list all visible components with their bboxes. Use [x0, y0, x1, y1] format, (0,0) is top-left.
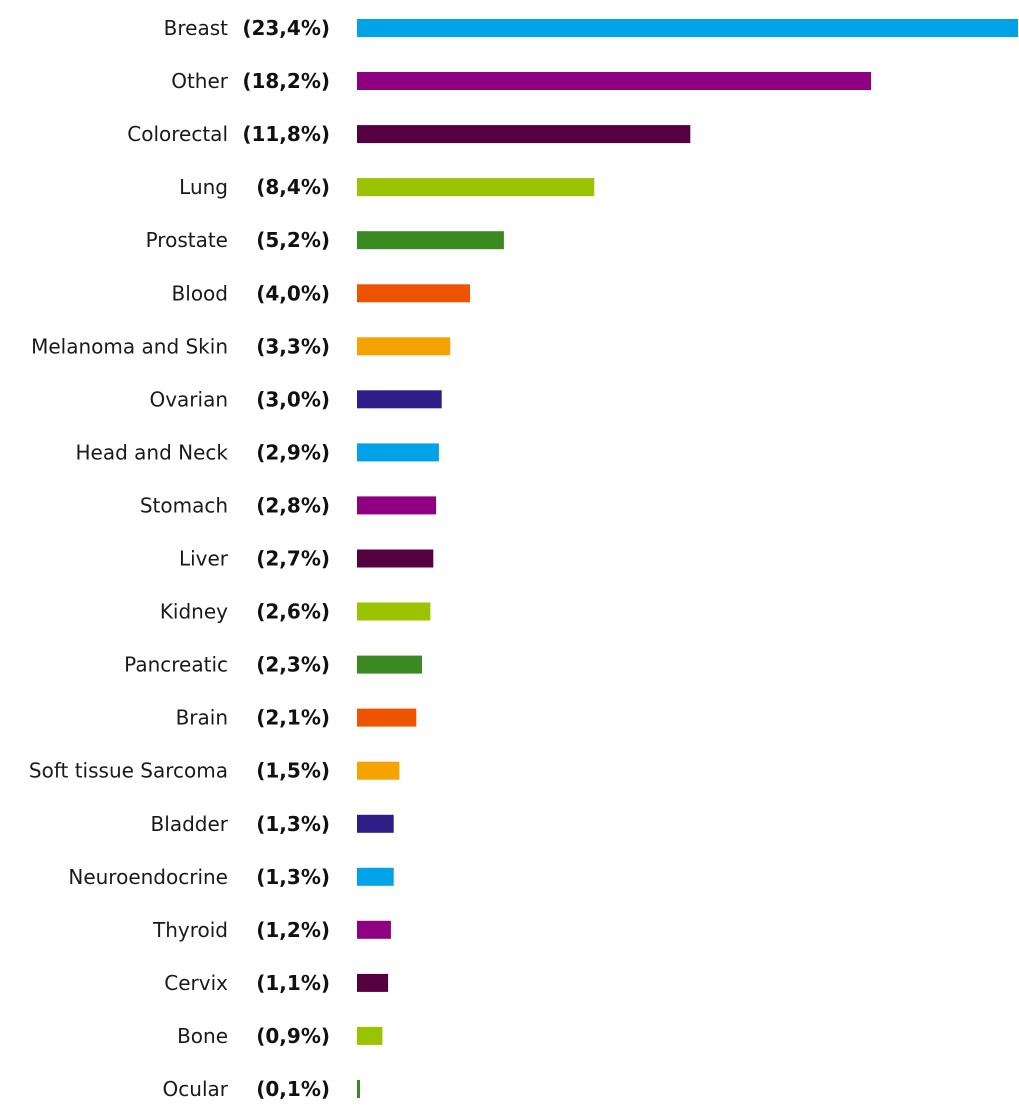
category-label-soft-tissue-sarcoma: Soft tissue Sarcoma [29, 759, 228, 783]
bar-soft-tissue-sarcoma [357, 761, 400, 780]
bar-head-and-neck [357, 443, 439, 462]
value-label-thyroid: (1,2%) [256, 918, 330, 942]
category-label-lung: Lung [179, 175, 228, 199]
bars-group [357, 19, 1018, 1098]
bar-pancreatic [357, 655, 422, 674]
value-label-liver: (2,7%) [256, 547, 330, 571]
value-label-ovarian: (3,0%) [256, 387, 330, 411]
bar-lung [357, 178, 595, 197]
category-label-breast: Breast [164, 16, 228, 40]
value-label-brain: (2,1%) [256, 706, 330, 730]
value-label-soft-tissue-sarcoma: (1,5%) [256, 759, 330, 783]
bar-bone [357, 1026, 383, 1045]
value-label-bone: (0,9%) [256, 1024, 330, 1048]
category-labels-group: Breast Other Colorectal Lung Prostate Blood Me… [29, 16, 229, 1101]
bar-breast [357, 19, 1018, 37]
value-label-lung: (8,4%) [256, 175, 330, 199]
category-label-colorectal: Colorectal [127, 122, 228, 146]
category-label-ovarian: Ovarian [149, 387, 228, 411]
category-label-kidney: Kidney [160, 600, 228, 624]
category-label-stomach: Stomach [140, 493, 228, 517]
value-label-bladder: (1,3%) [256, 812, 330, 836]
category-label-neuroendocrine: Neuroendocrine [68, 865, 228, 889]
value-label-prostate: (5,2%) [256, 228, 330, 252]
category-label-cervix: Cervix [164, 971, 228, 995]
category-label-brain: Brain [176, 706, 228, 730]
category-label-prostate: Prostate [146, 228, 228, 252]
category-label-head-and-neck: Head and Neck [76, 440, 229, 464]
value-label-cervix: (1,1%) [256, 971, 330, 995]
bar-blood [357, 284, 470, 303]
category-label-liver: Liver [179, 547, 229, 571]
value-label-head-and-neck: (2,9%) [256, 440, 330, 464]
bar-colorectal [357, 125, 691, 144]
category-label-pancreatic: Pancreatic [124, 653, 228, 677]
value-label-neuroendocrine: (1,3%) [256, 865, 330, 889]
value-labels-group: (23,4%) (18,2%) (11,8%) (8,4%) (5,2%) (4,0%) (… [242, 16, 330, 1101]
bar-cervix [357, 973, 389, 992]
bar-kidney [357, 602, 431, 621]
value-label-stomach: (2,8%) [256, 493, 330, 517]
category-label-thyroid: Thyroid [152, 918, 228, 942]
value-label-ocular: (0,1%) [256, 1077, 330, 1101]
bar-liver [357, 549, 434, 568]
bar-stomach [357, 496, 437, 515]
value-label-pancreatic: (2,3%) [256, 653, 330, 677]
category-label-melanoma-and-skin: Melanoma and Skin [31, 334, 228, 358]
category-label-bladder: Bladder [151, 812, 229, 836]
value-label-other: (18,2%) [242, 69, 330, 93]
value-label-blood: (4,0%) [256, 281, 330, 305]
value-label-colorectal: (11,8%) [242, 122, 330, 146]
bar-bladder [357, 814, 394, 833]
bar-thyroid [357, 920, 391, 939]
category-label-ocular: Ocular [163, 1077, 229, 1101]
value-label-melanoma-and-skin: (3,3%) [256, 334, 330, 358]
bar-neuroendocrine [357, 867, 394, 886]
bar-other [357, 72, 872, 90]
category-label-other: Other [171, 69, 229, 93]
value-label-kidney: (2,6%) [256, 600, 330, 624]
bar-prostate [357, 231, 504, 250]
bar-ovarian [357, 390, 442, 409]
bar-melanoma-and-skin [357, 337, 451, 356]
bar-brain [357, 708, 417, 727]
bar-ocular [357, 1080, 360, 1098]
category-label-bone: Bone [177, 1024, 228, 1048]
category-label-blood: Blood [172, 281, 228, 305]
value-label-breast: (23,4%) [242, 16, 330, 40]
